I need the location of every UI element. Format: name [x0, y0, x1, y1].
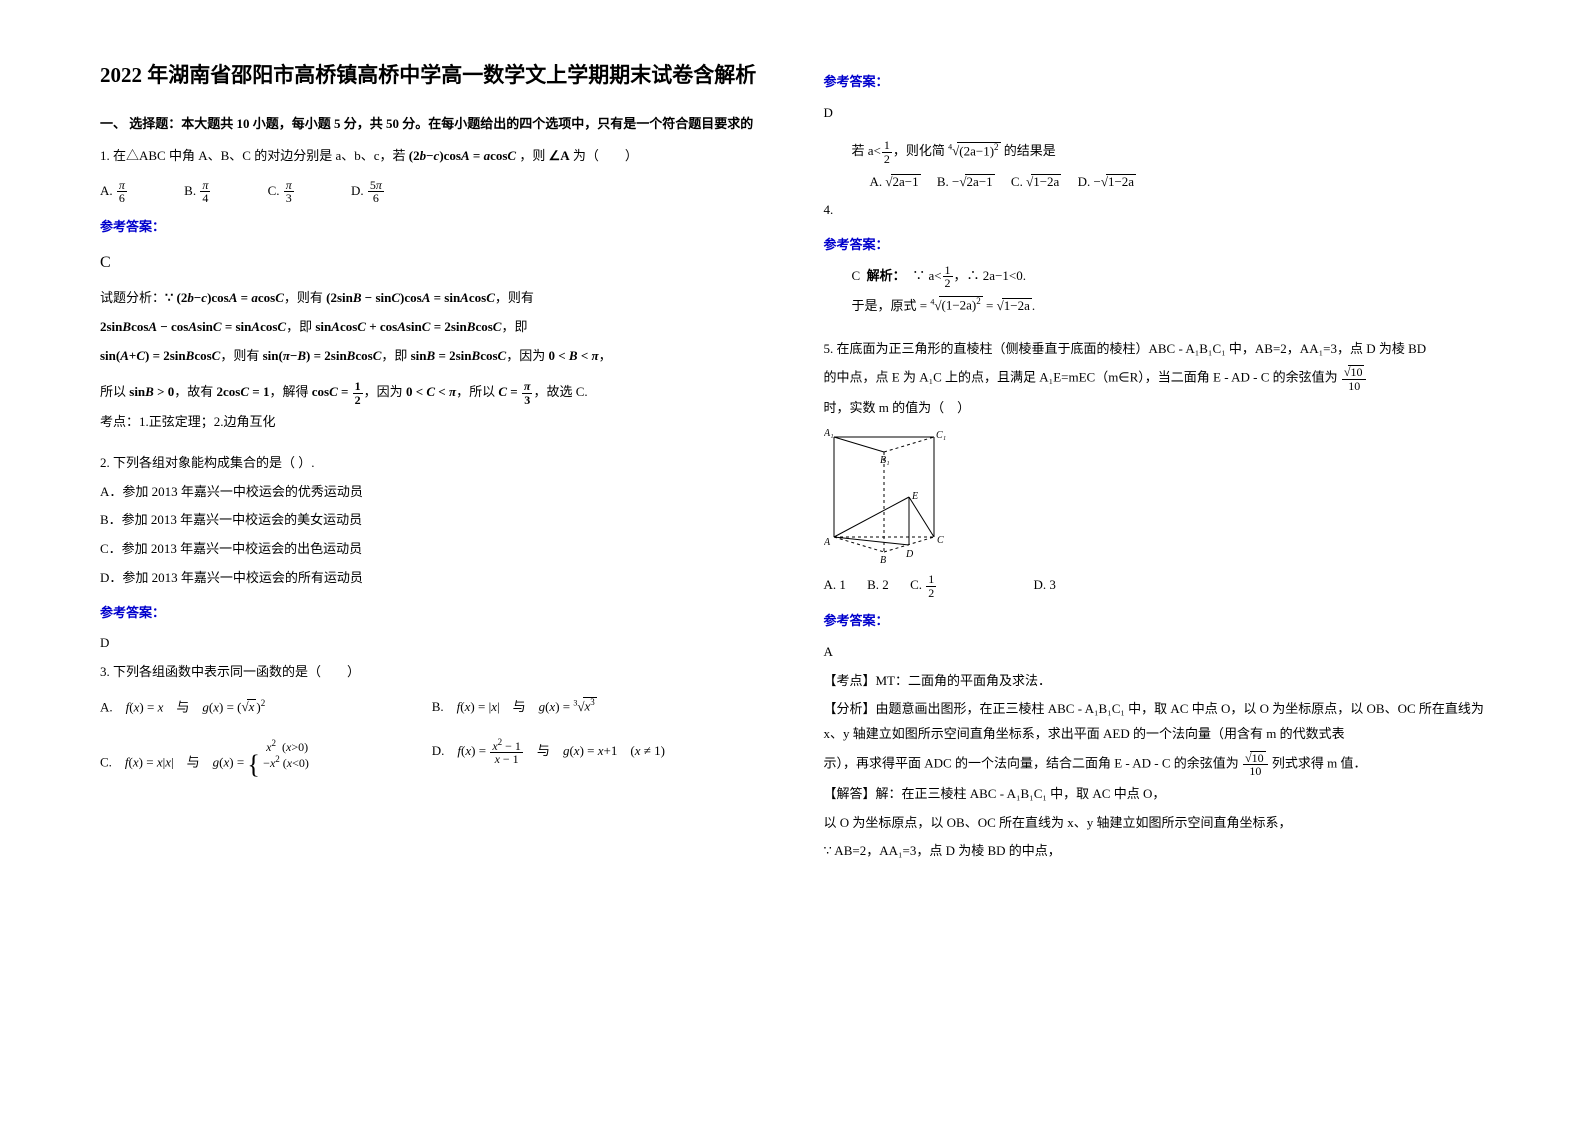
q2-opt-b: B．参加 2013 年嘉兴一中校运会的美女运动员: [100, 508, 764, 533]
svg-text:E: E: [911, 491, 918, 502]
q3-opt-b: B. f(x) = |x| 与 g(x) = 3√x3: [432, 695, 764, 720]
q1-analysis-2: 2sinBcosA − cosAsinC = sinAcosC，即 sinAco…: [100, 315, 764, 340]
q4-options: A. √2a−1 B. −√2a−1 C. √1−2a D. −√1−2a: [870, 170, 1488, 195]
q1-answer-letter: C: [100, 248, 764, 278]
q1-opt-d: D. 5π6: [351, 183, 420, 198]
q1-analysis-3: sin(A+C) = 2sinBcosC，则有 sin(π−B) = 2sinB…: [100, 344, 764, 369]
q1-opt-b: B. π4: [184, 183, 246, 198]
svg-text:C₁: C₁: [936, 430, 946, 441]
q5-fenxi-2-text: 示），再求得平面 ADC 的一个法向量，结合二面角 E - AD - C 的余弦…: [824, 755, 1243, 770]
q3-answer-label: 参考答案：: [824, 70, 1488, 95]
q5-opt-a: A. 1: [824, 577, 846, 592]
q5-cos-value: √1010: [1342, 365, 1367, 392]
page: 2022 年湖南省邵阳市高桥镇高桥中学高一数学文上学期期末试卷含解析 一、 选择…: [0, 0, 1587, 908]
prism-diagram: A₁ B₁ C₁ A B C E D: [824, 427, 954, 567]
left-column: 2022 年湖南省邵阳市高桥镇高桥中学高一数学文上学期期末试卷含解析 一、 选择…: [100, 60, 764, 868]
q4-number: 4.: [824, 198, 1488, 223]
q1-analysis-1: 试题分析：∵ (2b−c)cosA = acosC，则有 (2sinB − si…: [100, 286, 764, 311]
q4-answer-line2: 于是，原式 = 4√(1−2a)2 = √1−2a.: [852, 294, 1488, 319]
q1-stem-text: 1. 在△ABC 中角 A、B、C 的对边分别是 a、b、c，若: [100, 148, 406, 163]
q4-answer-label: 参考答案：: [824, 233, 1488, 258]
q5-jieda-1: 【解答】解：在正三棱柱 ABC - A₁B₁C₁ 中，取 AC 中点 O，: [824, 782, 1488, 807]
q5-kaodian: 【考点】MT：二面角的平面角及求法．: [824, 669, 1488, 694]
q5-fenxi-1: 【分析】由题意画出图形，在正三棱柱 ABC - A₁B₁C₁ 中，取 AC 中点…: [824, 697, 1488, 746]
q3-row2: C. f(x) = x|x| 与 g(x) = { x2 (x>0) −x2 (…: [100, 738, 764, 790]
q4-stem: 若 a<12，则化简 4√(2a−1)2 的结果是: [852, 139, 1488, 165]
q3-opt-d: D. f(x) = x2 − 1x − 1 与 g(x) = x+1 (x ≠ …: [432, 738, 764, 790]
q5-options: A. 1 B. 2 C. 12 D. 3: [824, 573, 1488, 599]
q5-answer-label: 参考答案：: [824, 609, 1488, 634]
q5-jieda-2: 以 O 为坐标原点，以 OB、OC 所在直线为 x、y 轴建立如图所示空间直角坐…: [824, 811, 1488, 836]
svg-text:B₁: B₁: [880, 455, 890, 466]
right-column: 参考答案： D 若 a<12，则化简 4√(2a−1)2 的结果是 A. √2a…: [824, 60, 1488, 868]
q1-answer-label: 参考答案：: [100, 215, 764, 240]
q3-opt-a: A. f(x) = x 与 g(x) = (√x)2: [100, 695, 432, 720]
q1-stem: 1. 在△ABC 中角 A、B、C 的对边分别是 a、b、c，若 (2b−c)c…: [100, 144, 764, 169]
q3-answer-letter: D: [824, 101, 1488, 126]
q4-answer-line1: C 解析： ∵ a<12，∴ 2a−1<0.: [852, 264, 1488, 290]
q5-fenxi-2-suffix: 列式求得 m 值．: [1272, 755, 1367, 770]
svg-text:A₁: A₁: [824, 428, 834, 439]
q5-stem-3: 时，实数 m 的值为（ ）: [824, 396, 1488, 421]
svg-text:B: B: [880, 555, 886, 566]
svg-text:D: D: [905, 549, 914, 560]
section-a-heading: 一、 选择题：本大题共 10 小题，每小题 5 分，共 50 分。在每小题给出的…: [100, 112, 764, 137]
q5-stem-1: 5. 在底面为正三角形的直棱柱（侧棱垂直于底面的棱柱）ABC - A₁B₁C₁ …: [824, 337, 1488, 362]
q1-condition: (2b−c)cosA = acosC: [409, 148, 516, 163]
q2-opt-c: C．参加 2013 年嘉兴一中校运会的出色运动员: [100, 537, 764, 562]
q2-opt-a: A．参加 2013 年嘉兴一中校运会的优秀运动员: [100, 480, 764, 505]
q2-stem: 2. 下列各组对象能构成集合的是（ ）.: [100, 451, 764, 476]
q3-opt-c: C. f(x) = x|x| 与 g(x) = { x2 (x>0) −x2 (…: [100, 738, 432, 790]
q1-opt-a: A. π6: [100, 183, 163, 198]
q1-analysis-4: 所以 sinB > 0，故有 2cosC = 1，解得 cosC = 12，因为…: [100, 380, 764, 406]
q5-cos-value-2: √1010: [1243, 751, 1268, 778]
q5-stem-2: 的中点，点 E 为 A₁C 上的点，且满足 A₁E=mEC（m∈R），当二面角 …: [824, 365, 1488, 392]
q1-kaodian: 考点：1.正弦定理；2.边角互化: [100, 410, 764, 435]
q1-options: A. π6 B. π4 C. π3 D. 5π6: [100, 179, 764, 205]
q5-stem-2-text: 的中点，点 E 为 A₁C 上的点，且满足 A₁E=mEC（m∈R），当二面角 …: [824, 370, 1341, 385]
q2-answer-label: 参考答案：: [100, 601, 764, 626]
q3-stem: 3. 下列各组函数中表示同一函数的是（ ）: [100, 660, 764, 685]
paper-title: 2022 年湖南省邵阳市高桥镇高桥中学高一数学文上学期期末试卷含解析: [100, 60, 764, 92]
svg-text:A: A: [824, 537, 831, 548]
q5-opt-d: D. 3: [1033, 577, 1055, 592]
svg-text:C: C: [937, 535, 944, 546]
q1-opt-c: C. π3: [268, 183, 330, 198]
q5-answer-letter: A: [824, 640, 1488, 665]
q5-fenxi-2: 示），再求得平面 ADC 的一个法向量，结合二面角 E - AD - C 的余弦…: [824, 751, 1488, 778]
q1-stem-suffix: ，则 ∠A 为（ ）: [519, 148, 638, 163]
q3-row1: A. f(x) = x 与 g(x) = (√x)2 B. f(x) = |x|…: [100, 695, 764, 720]
q5-opt-c: C. 12: [910, 577, 972, 592]
q2-opt-d: D．参加 2013 年嘉兴一中校运会的所有运动员: [100, 566, 764, 591]
q5-jieda-3: ∵ AB=2，AA₁=3，点 D 为棱 BD 的中点，: [824, 839, 1488, 864]
q5-opt-b: B. 2: [867, 577, 889, 592]
q2-answer-letter: D: [100, 631, 764, 656]
